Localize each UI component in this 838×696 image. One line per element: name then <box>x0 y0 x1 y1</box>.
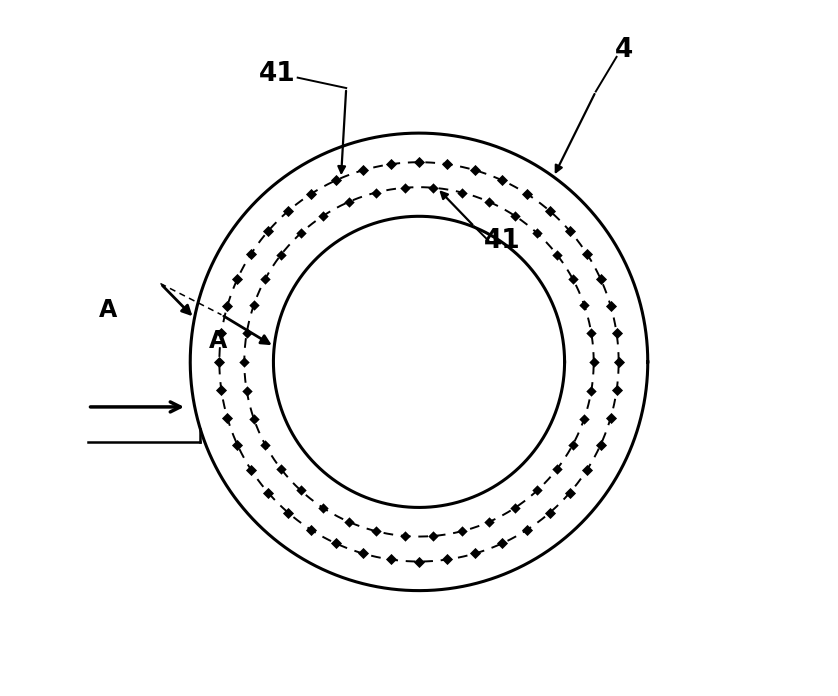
Point <box>585 328 598 339</box>
Point <box>427 530 440 541</box>
Point <box>594 439 608 450</box>
Point <box>610 328 623 339</box>
Point <box>384 554 397 565</box>
Point <box>495 538 509 549</box>
Point <box>220 413 234 424</box>
Point <box>384 159 397 170</box>
Point <box>594 274 608 285</box>
Point <box>427 182 440 193</box>
Point <box>483 516 496 528</box>
Point <box>508 503 521 514</box>
Point <box>247 299 261 310</box>
Point <box>508 210 521 221</box>
Point <box>304 189 318 200</box>
Point <box>215 328 228 339</box>
Point <box>274 464 287 475</box>
Text: 4: 4 <box>614 37 633 63</box>
Point <box>245 248 258 260</box>
Point <box>563 487 577 498</box>
Point <box>294 228 308 239</box>
Point <box>483 196 496 207</box>
Point <box>566 273 579 284</box>
Point <box>543 205 556 216</box>
Point <box>455 525 468 537</box>
Point <box>370 187 383 198</box>
Point <box>317 503 330 514</box>
Point <box>238 356 251 367</box>
Point <box>441 159 454 170</box>
Point <box>530 485 544 496</box>
Point <box>587 356 600 367</box>
Point <box>520 524 534 535</box>
Point <box>580 248 593 260</box>
Point <box>356 548 370 559</box>
Point <box>220 300 234 311</box>
Point <box>468 548 482 559</box>
Point <box>259 273 272 284</box>
Point <box>612 356 625 367</box>
Text: A: A <box>100 298 117 322</box>
Point <box>543 507 556 519</box>
Point <box>274 249 287 260</box>
Point <box>370 525 383 537</box>
Point <box>412 157 426 168</box>
Point <box>580 464 593 475</box>
Point <box>259 439 272 450</box>
Point <box>495 175 509 186</box>
Point <box>441 554 454 565</box>
Point <box>604 300 618 311</box>
Point <box>551 464 564 475</box>
Point <box>230 274 244 285</box>
Point <box>455 187 468 198</box>
Point <box>412 556 426 567</box>
Point <box>342 196 355 207</box>
Point <box>261 487 275 498</box>
Point <box>530 228 544 239</box>
Point <box>356 165 370 176</box>
Point <box>577 413 591 424</box>
Point <box>585 385 598 396</box>
Point <box>398 530 411 541</box>
Point <box>329 175 343 186</box>
Point <box>282 205 295 216</box>
Point <box>245 464 258 475</box>
Point <box>520 189 534 200</box>
Point <box>213 356 226 367</box>
Text: A: A <box>209 329 227 353</box>
Point <box>342 516 355 528</box>
Point <box>551 249 564 260</box>
Point <box>261 226 275 237</box>
Point <box>240 328 253 339</box>
Point <box>398 182 411 193</box>
Point <box>577 299 591 310</box>
Point <box>563 226 577 237</box>
Text: 41: 41 <box>258 61 295 87</box>
Point <box>468 165 482 176</box>
Point <box>604 413 618 424</box>
Point <box>282 507 295 519</box>
Point <box>294 485 308 496</box>
Point <box>240 385 253 396</box>
Point <box>230 439 244 450</box>
Point <box>215 385 228 396</box>
Point <box>566 439 579 450</box>
Text: 41: 41 <box>484 228 520 253</box>
Point <box>247 413 261 424</box>
Point <box>610 385 623 396</box>
Point <box>329 538 343 549</box>
Point <box>317 210 330 221</box>
Point <box>304 524 318 535</box>
